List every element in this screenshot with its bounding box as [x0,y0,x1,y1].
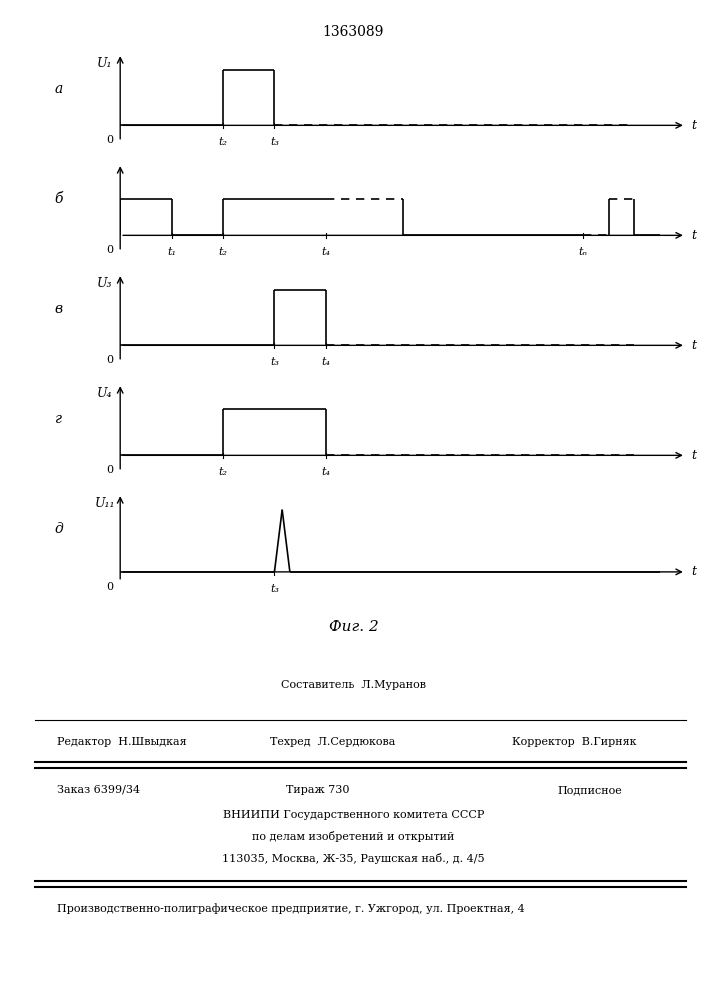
Text: 113035, Москва, Ж-35, Раушская наб., д. 4/5: 113035, Москва, Ж-35, Раушская наб., д. … [222,853,485,864]
Text: Техред  Л.Сердюкова: Техред Л.Сердюкова [269,737,395,747]
Text: t: t [691,339,696,352]
Text: t₂: t₂ [218,467,228,477]
Text: t₂: t₂ [218,247,228,257]
Text: U₄: U₄ [97,387,112,400]
Text: t: t [691,449,696,462]
Text: а: а [54,82,63,96]
Text: 0: 0 [106,582,113,592]
Text: Заказ 6399/34: Заказ 6399/34 [57,785,140,795]
Text: U₁: U₁ [97,57,112,70]
Text: Производственно-полиграфическое предприятие, г. Ужгород, ул. Проектная, 4: Производственно-полиграфическое предприя… [57,904,525,914]
Text: t₄: t₄ [322,467,330,477]
Text: д: д [54,522,63,536]
Text: Фиг. 2: Фиг. 2 [329,620,378,634]
Text: ВНИИПИ Государственного комитета СССР: ВНИИПИ Государственного комитета СССР [223,810,484,820]
Text: t₄: t₄ [322,247,330,257]
Text: t: t [691,119,696,132]
Text: t: t [691,229,696,242]
Text: t₃: t₃ [270,584,279,594]
Text: Корректор  В.Гирняк: Корректор В.Гирняк [512,737,636,747]
Text: 0: 0 [106,355,113,365]
Text: t₃: t₃ [270,137,279,147]
Text: 1363089: 1363089 [323,25,384,39]
Text: Тираж 730: Тираж 730 [286,785,350,795]
Text: t₂: t₂ [218,137,228,147]
Text: г: г [55,412,62,426]
Text: t₄: t₄ [322,357,330,367]
Text: Редактор  Н.Швыдкая: Редактор Н.Швыдкая [57,737,186,747]
Text: 0: 0 [106,465,113,475]
Text: б: б [54,192,63,206]
Text: в: в [54,302,62,316]
Text: t: t [691,565,696,578]
Text: 0: 0 [106,135,113,145]
Text: U₁₁: U₁₁ [95,497,115,510]
Text: tₙ: tₙ [578,247,588,257]
Text: Составитель  Л.Муранов: Составитель Л.Муранов [281,680,426,690]
Text: t₁: t₁ [167,247,176,257]
Text: по делам изобретений и открытий: по делам изобретений и открытий [252,831,455,842]
Text: 0: 0 [106,245,113,255]
Text: t₃: t₃ [270,357,279,367]
Text: U₃: U₃ [97,277,112,290]
Text: Подписное: Подписное [557,785,622,795]
